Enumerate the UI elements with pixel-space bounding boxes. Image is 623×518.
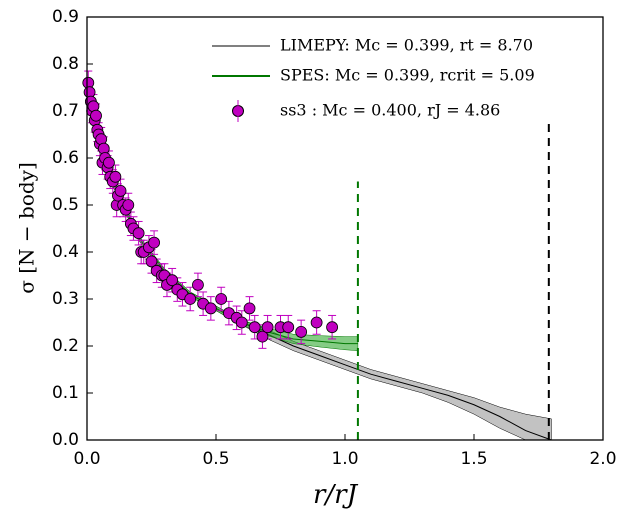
point bbox=[243, 302, 256, 315]
y-tick-label: 0.0 bbox=[52, 430, 79, 450]
point bbox=[184, 293, 197, 305]
point bbox=[166, 274, 179, 287]
y-axis-label: σ [N − body] bbox=[15, 162, 39, 294]
point bbox=[215, 293, 228, 305]
y-tick-label: 0.3 bbox=[52, 289, 79, 309]
point bbox=[256, 330, 269, 343]
legend-label: SPES: Mc = 0.399, rcrit = 5.09 bbox=[280, 66, 535, 85]
point bbox=[192, 278, 204, 291]
y-tick-label: 0.6 bbox=[52, 148, 79, 168]
x-axis-label: r/rJ bbox=[313, 480, 359, 510]
plot-frame bbox=[86, 16, 604, 441]
point bbox=[132, 227, 145, 240]
legend-label: LIMEPY: Mc = 0.399, rt = 8.70 bbox=[280, 36, 533, 55]
point bbox=[282, 321, 295, 334]
point bbox=[310, 316, 323, 329]
point bbox=[248, 321, 261, 334]
point bbox=[145, 255, 158, 268]
point bbox=[103, 156, 115, 169]
x-tick-label: 0.0 bbox=[73, 449, 100, 469]
x-tick-label: 1.5 bbox=[460, 449, 487, 469]
legend-label: ss3 : Mc = 0.400, rJ = 4.86 bbox=[280, 101, 500, 120]
x-tick-label: 1.0 bbox=[331, 449, 358, 469]
point bbox=[204, 302, 217, 315]
y-tick-label: 0.8 bbox=[52, 54, 79, 74]
y-tick-label: 0.4 bbox=[52, 242, 79, 262]
point bbox=[148, 236, 160, 249]
point bbox=[90, 109, 102, 122]
point bbox=[109, 170, 122, 183]
y-tick-label: 0.1 bbox=[52, 383, 79, 403]
x-tick-label: 2.0 bbox=[589, 449, 616, 469]
y-tick-label: 0.5 bbox=[52, 195, 79, 215]
y-tick-label: 0.9 bbox=[52, 7, 79, 27]
y-tick-label: 0.7 bbox=[52, 101, 79, 121]
y-tick-label: 0.2 bbox=[52, 336, 79, 356]
x-tick-label: 0.5 bbox=[202, 449, 229, 469]
point bbox=[261, 321, 274, 334]
point bbox=[326, 321, 339, 334]
point bbox=[114, 184, 127, 197]
point bbox=[122, 199, 135, 211]
point bbox=[235, 316, 248, 329]
point bbox=[295, 325, 308, 338]
